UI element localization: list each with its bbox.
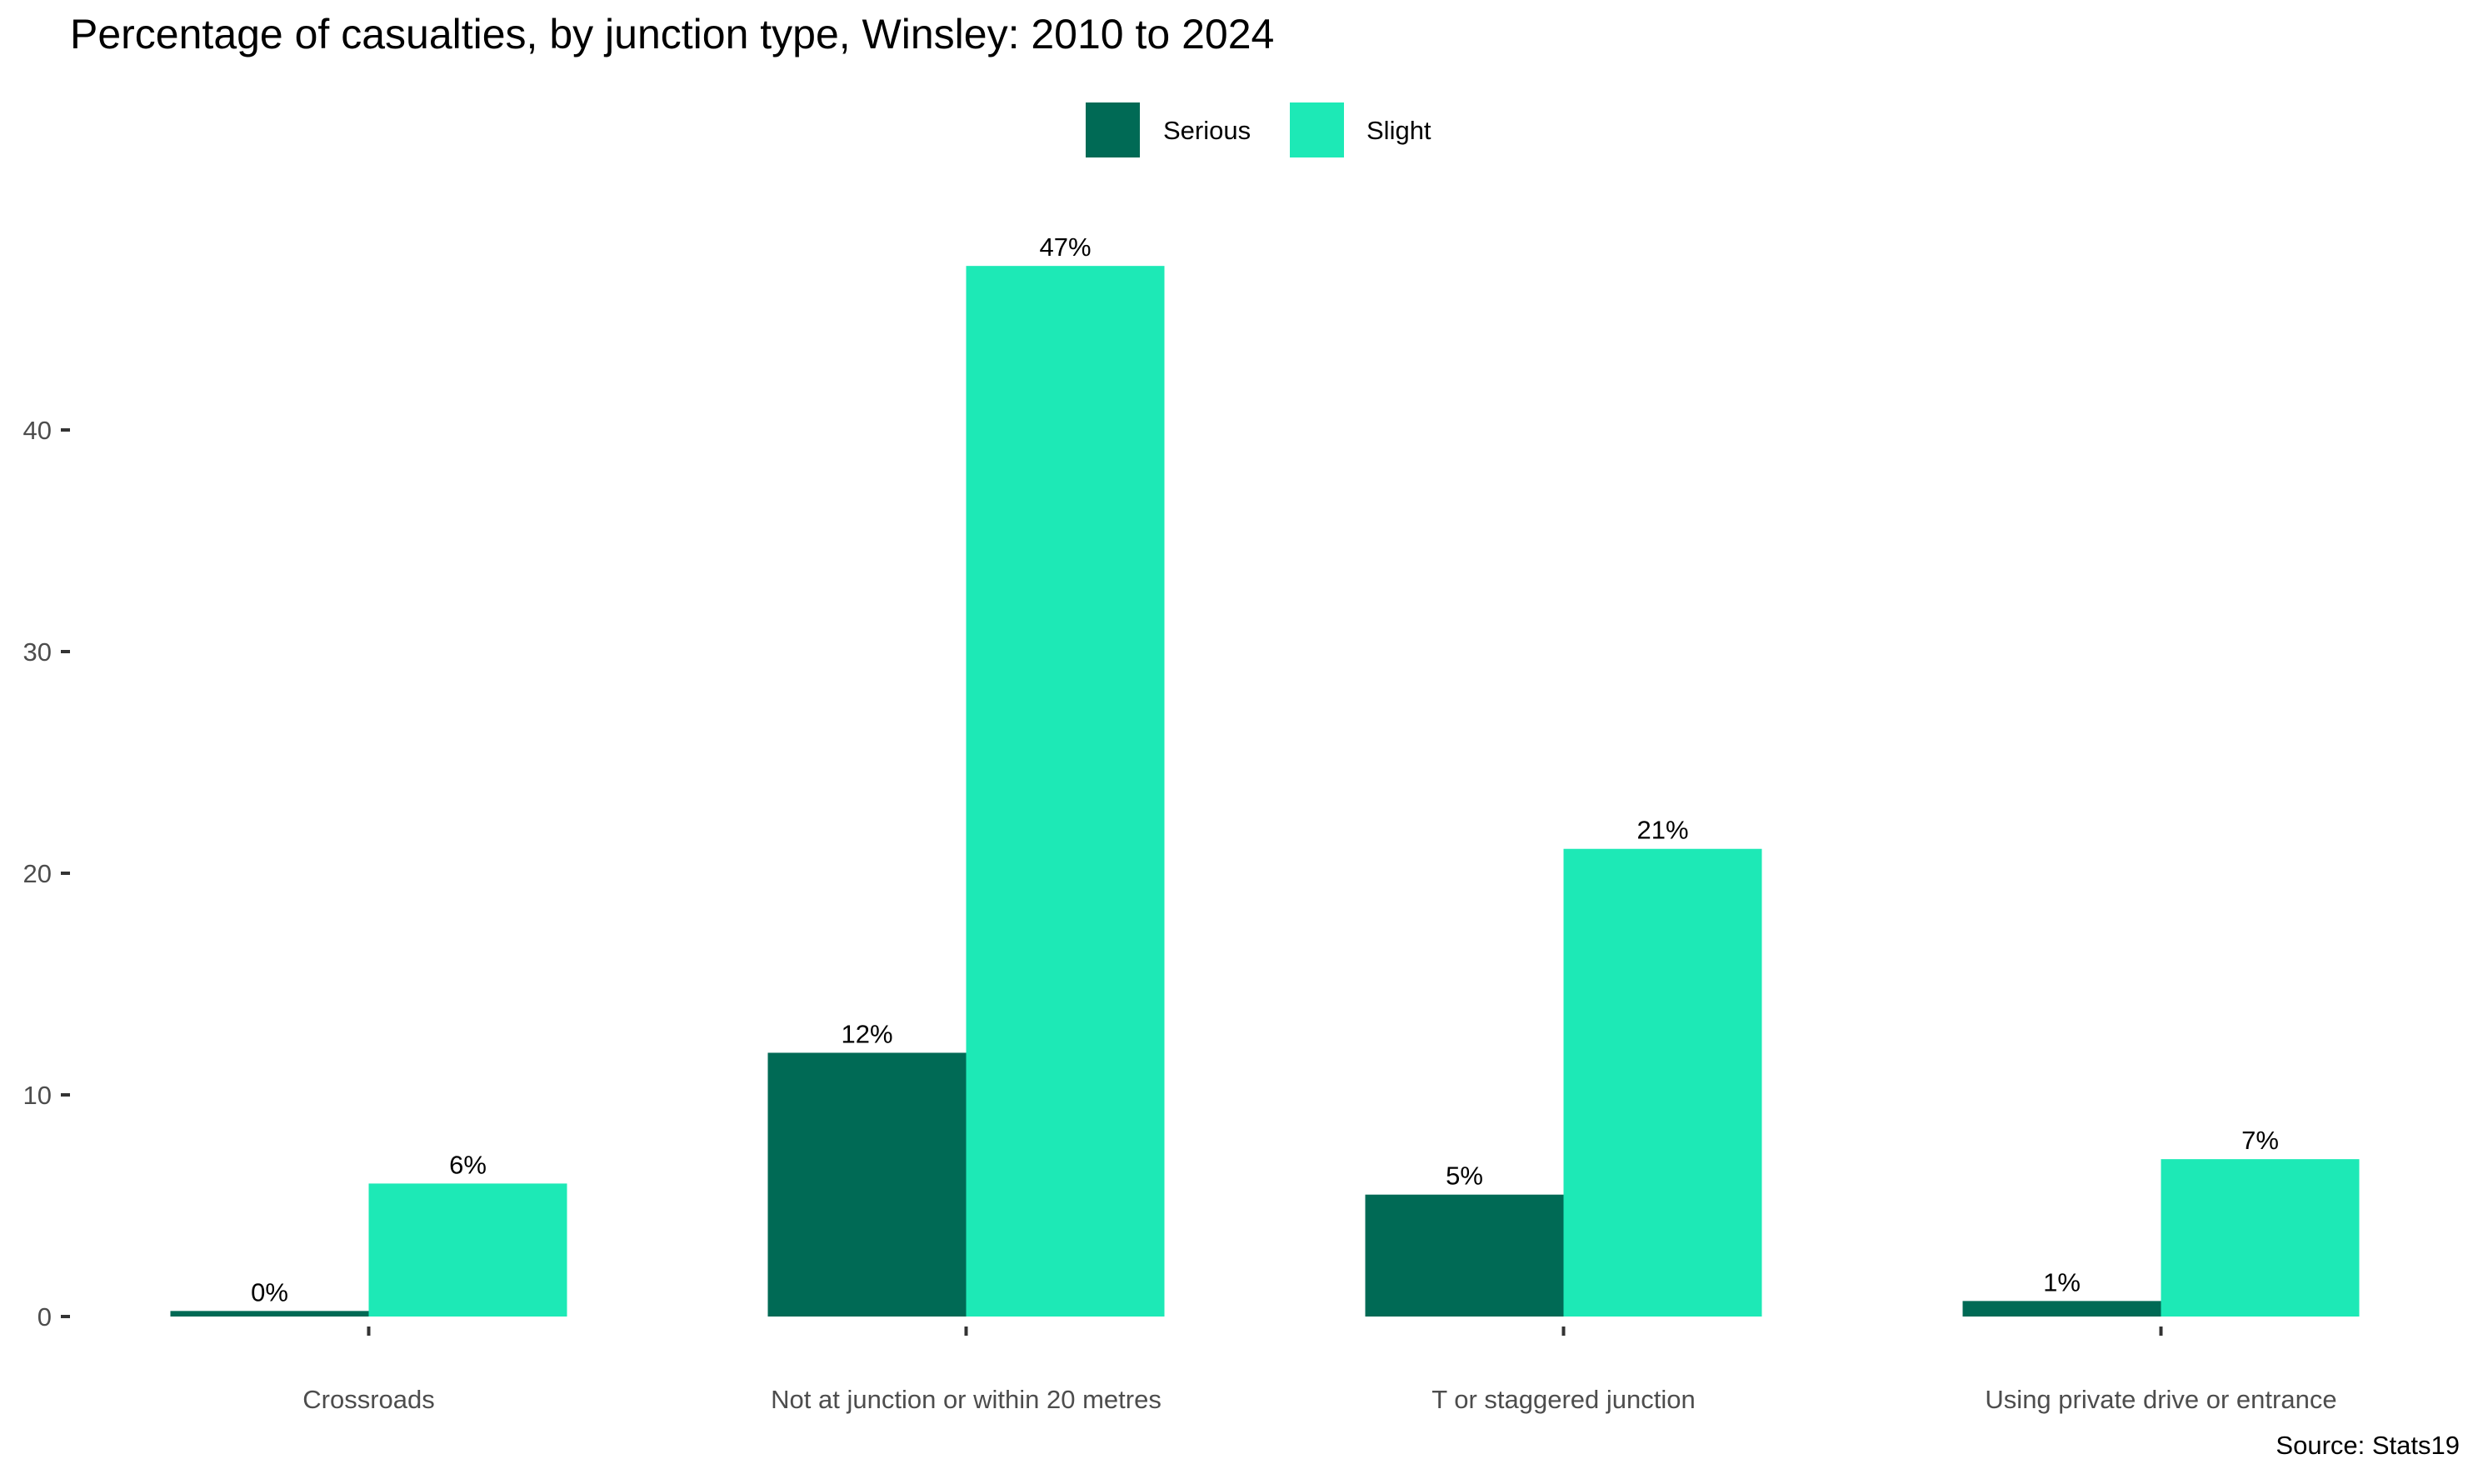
legend-label-slight: Slight — [1366, 116, 1431, 145]
bar-value-label: 0% — [251, 1277, 288, 1307]
bar-value-label: 47% — [1039, 232, 1091, 262]
y-tick-label: 20 — [23, 859, 52, 888]
y-tick-label: 10 — [23, 1081, 52, 1110]
bar-serious — [1962, 1301, 2161, 1317]
bar-value-label: 1% — [2043, 1267, 2081, 1297]
bar-slight — [368, 1183, 567, 1317]
bar-value-label: 6% — [449, 1150, 487, 1179]
x-axis: Crossroads Not at junction or within 20 m… — [302, 1327, 2337, 1414]
bar-slight — [966, 266, 1165, 1317]
bar-value-label: 12% — [841, 1019, 892, 1048]
y-tick-label: 30 — [23, 637, 52, 667]
bar-serious — [767, 1052, 967, 1317]
source-caption: Source: Stats19 — [2276, 1431, 2460, 1460]
bar-value-label: 21% — [1636, 816, 1688, 845]
bar-value-label: 5% — [1446, 1162, 1483, 1191]
legend: Serious Slight — [1086, 102, 1431, 157]
bars: 0% 6% 12% 47% 5% 21% 1% 7% — [170, 232, 2360, 1317]
bar-slight — [1563, 848, 1762, 1317]
bar-serious — [1365, 1194, 1564, 1317]
legend-swatch-serious — [1086, 102, 1140, 157]
y-tick-label: 40 — [23, 416, 52, 445]
bar-value-label: 7% — [2241, 1126, 2279, 1155]
bar-serious — [170, 1311, 369, 1317]
legend-swatch-slight — [1290, 102, 1344, 157]
x-tick-label: Using private drive or entrance — [1985, 1385, 2336, 1414]
bar-slight — [2161, 1159, 2360, 1317]
x-tick-label: Crossroads — [302, 1385, 435, 1414]
y-axis: 0 10 20 30 40 — [23, 416, 70, 1332]
chart-title: Percentage of casualties, by junction ty… — [70, 11, 1274, 57]
y-tick-label: 0 — [37, 1302, 52, 1332]
x-tick-label: T or staggered junction — [1431, 1385, 1696, 1414]
x-tick-label: Not at junction or within 20 metres — [771, 1385, 1162, 1414]
legend-label-serious: Serious — [1163, 116, 1251, 145]
